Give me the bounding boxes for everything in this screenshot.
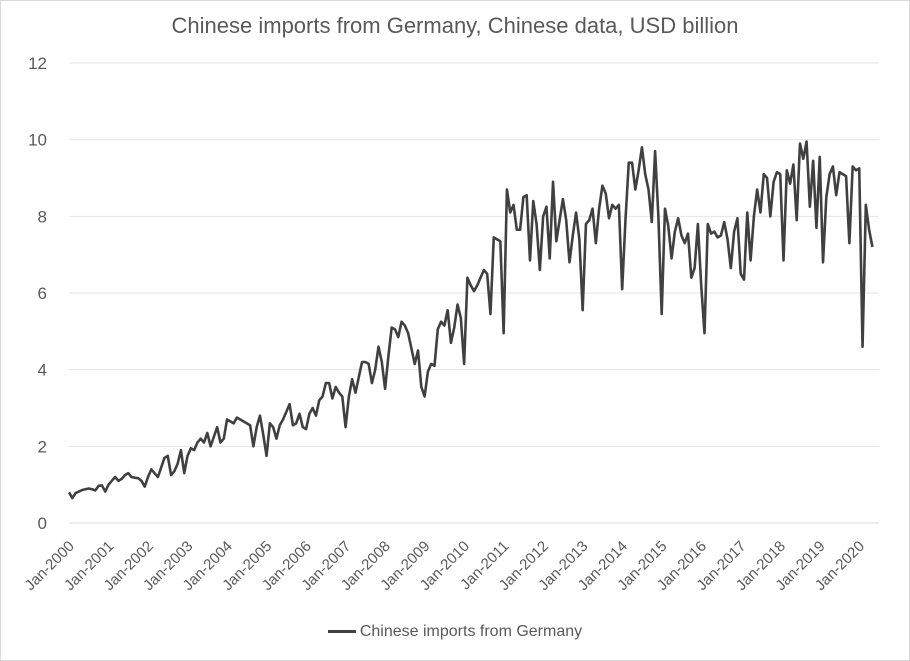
gridlines (69, 62, 879, 524)
x-axis-tick-labels: Jan-2000Jan-2001Jan-2002Jan-2003Jan-2004… (22, 538, 869, 594)
y-tick-label: 6 (38, 284, 47, 303)
legend-label: Chinese imports from Germany (359, 623, 583, 640)
y-tick-label: 8 (38, 207, 47, 226)
y-tick-label: 10 (28, 131, 47, 150)
y-tick-label: 12 (28, 54, 47, 73)
line-chart-plot: 0 2 4 6 8 10 12 Jan-2000Jan-2001Jan-2002Jan-20… (22, 54, 879, 594)
legend: Chinese imports from Germany (1, 623, 909, 641)
series-layer (67, 140, 874, 500)
y-axis-tick-labels: 0 2 4 6 8 10 12 (28, 54, 47, 533)
y-tick-label: 0 (38, 514, 47, 533)
y-tick-label: 2 (38, 437, 47, 456)
series-line (67, 140, 874, 500)
chart-title: Chinese imports from Germany, Chinese da… (171, 13, 739, 38)
y-tick-label: 4 (38, 361, 47, 380)
legend-swatch (327, 630, 356, 634)
